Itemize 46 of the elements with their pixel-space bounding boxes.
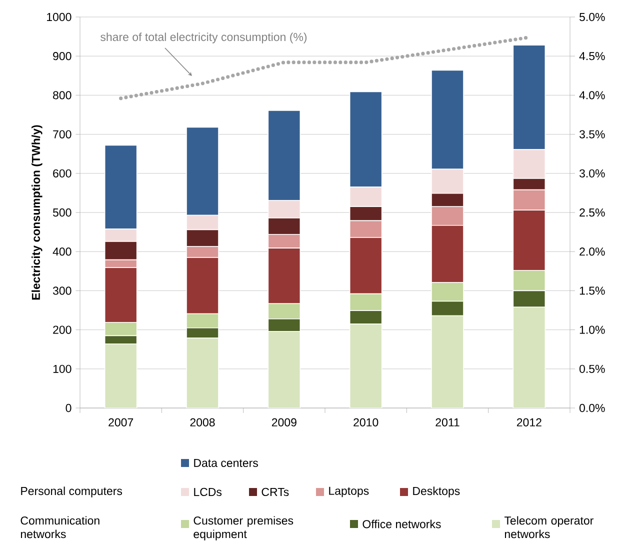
- y2-tick-label: 5.0%: [579, 12, 605, 22]
- bar: [268, 330, 301, 408]
- legend-label: Telecom operator networks: [504, 516, 594, 538]
- legend-label: Laptops: [329, 486, 369, 498]
- y2-tick-label: 2.0%: [580, 248, 605, 256]
- legend-label: Desktops: [413, 486, 460, 498]
- bar: [349, 324, 382, 408]
- y-axis-title: Electricity consumption (TWh/y): [32, 125, 42, 300]
- y2-tick-label: 0.5%: [579, 364, 605, 373]
- x-tick-label: 2007: [108, 418, 134, 426]
- text: Personal computers: [21, 486, 122, 498]
- y2-tick-label: 4.5%: [579, 52, 605, 60]
- legend-label: Customer premises equipment: [194, 516, 294, 540]
- text: Communication networks: [20, 516, 100, 538]
- y-tick-label: 800: [53, 91, 72, 100]
- bar: [431, 315, 464, 408]
- x-tick-label: 2012: [516, 418, 542, 426]
- x-tick-label: 2009: [272, 418, 296, 426]
- legend-label: Office networks: [362, 520, 441, 528]
- y-tick-label: 1000: [47, 12, 72, 22]
- y2-tick-label: 3.5%: [579, 130, 605, 138]
- y-tick-label: 300: [52, 286, 72, 295]
- y2-tick-label: 0.0%: [579, 404, 605, 412]
- y2-tick-label: 1.0%: [580, 326, 605, 334]
- bar: [186, 338, 219, 408]
- y2-tick-label: 3.0%: [579, 169, 605, 178]
- y-tick-label: 500: [52, 208, 72, 217]
- y-tick-label: 100: [53, 364, 72, 373]
- x-tick-label: 2011: [436, 418, 460, 426]
- y2-tick-label: 2.5%: [580, 208, 605, 217]
- y-tick-label: 600: [53, 169, 72, 178]
- y-tick-label: 900: [53, 52, 72, 60]
- y-tick-label: 700: [53, 130, 72, 138]
- legend-label: CRTs: [262, 488, 289, 496]
- y2-tick-label: 1.5%: [580, 286, 605, 295]
- bar: [512, 306, 546, 408]
- bar: [104, 343, 138, 408]
- y-tick-label: 400: [52, 248, 72, 256]
- legend-label: Data centers: [194, 458, 258, 467]
- y-tick-label: 0: [66, 404, 72, 412]
- x-tick-label: 2010: [354, 418, 378, 426]
- legend-label: LCDs: [194, 488, 222, 496]
- annotation: share of total electricity consumption (%): [100, 32, 307, 44]
- y-tick-label: 200: [53, 326, 72, 334]
- y2-tick-label: 4.0%: [579, 91, 605, 100]
- x-tick-label: 2008: [190, 418, 215, 426]
